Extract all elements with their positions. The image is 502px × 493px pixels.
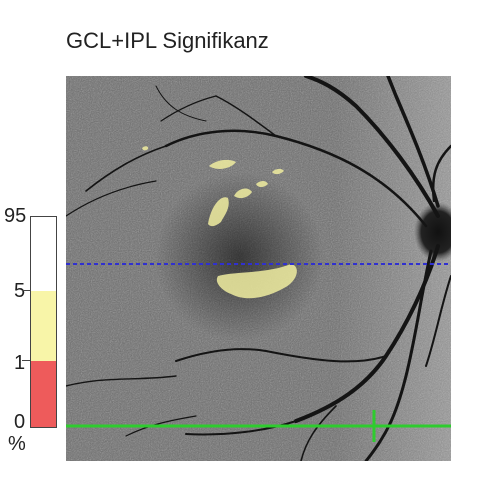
- legend-tick-1: [22, 360, 30, 361]
- significance-region-2: [234, 188, 252, 199]
- significance-legend: [30, 216, 57, 428]
- significance-region-fovea: [216, 264, 297, 299]
- significance-region-3: [209, 159, 236, 169]
- legend-normal-band: [31, 217, 56, 291]
- fundus-scan-image[interactable]: [66, 76, 451, 461]
- legend-unit: %: [8, 433, 26, 455]
- significance-region-1: [208, 197, 229, 227]
- retinal-vessels: [66, 76, 451, 461]
- legend-tick-5: [22, 290, 30, 291]
- legend-label-5: 5: [14, 280, 26, 302]
- legend-borderline-band: [31, 291, 56, 361]
- significance-overlay: [142, 146, 297, 299]
- legend-label-0: 0: [14, 411, 26, 433]
- legend-label-95: 95: [4, 205, 27, 227]
- legend-label-1: 1: [14, 352, 26, 374]
- significance-region-4: [256, 181, 268, 187]
- significance-region-6: [142, 146, 149, 151]
- legend-abnormal-band: [31, 361, 56, 427]
- significance-region-5: [272, 168, 284, 175]
- page-title: GCL+IPL Signifikanz: [66, 28, 269, 53]
- optic-disc: [414, 202, 451, 262]
